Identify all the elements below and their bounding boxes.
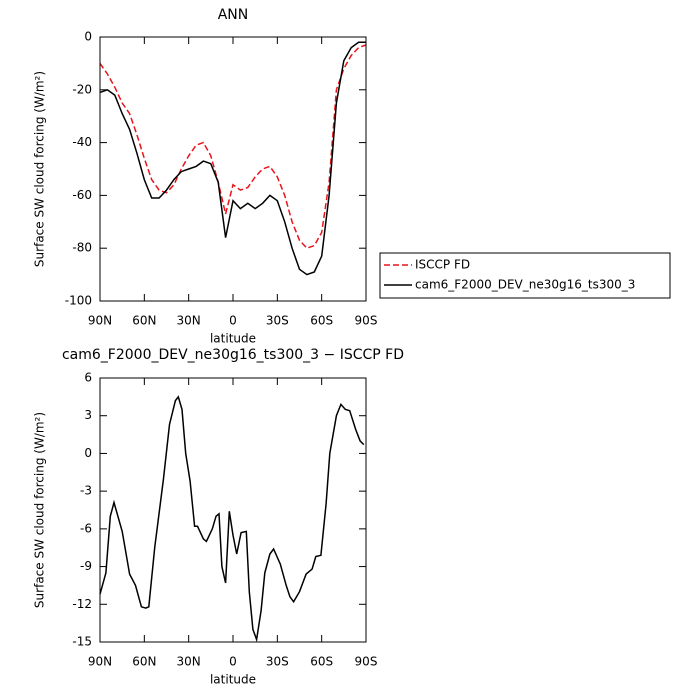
x-tick-label: 90N bbox=[88, 314, 112, 328]
x-tick-label: 90N bbox=[88, 655, 112, 669]
y-tick-label: -100 bbox=[65, 294, 92, 308]
x-tick-label: 60S bbox=[310, 314, 333, 328]
chart-title: cam6_F2000_DEV_ne30g16_ts300_3 − ISCCP F… bbox=[62, 347, 404, 363]
x-tick-label: 60N bbox=[132, 655, 156, 669]
data-line bbox=[99, 41, 366, 276]
x-tick-label: 90S bbox=[355, 314, 378, 328]
y-axis-label: Surface SW cloud forcing (W/m²) bbox=[33, 71, 47, 267]
y-tick-label: -60 bbox=[72, 188, 92, 202]
x-axis-label: latitude bbox=[210, 673, 256, 687]
x-tick-label: 30S bbox=[266, 655, 289, 669]
y-tick-label: 3 bbox=[84, 408, 92, 422]
y-tick-label: -15 bbox=[72, 635, 92, 649]
legend-label: ISCCP FD bbox=[415, 258, 470, 272]
x-tick-label: 90S bbox=[355, 655, 378, 669]
y-tick-label: -12 bbox=[72, 597, 92, 611]
x-axis-label: latitude bbox=[210, 332, 256, 346]
y-tick-label: -3 bbox=[80, 484, 92, 498]
y-tick-label: -80 bbox=[72, 241, 92, 255]
y-tick-label: -9 bbox=[80, 559, 92, 573]
y-tick-label: -6 bbox=[80, 521, 92, 535]
y-tick-label: -20 bbox=[72, 82, 92, 96]
chart-title: ANN bbox=[218, 7, 249, 23]
y-tick-label: -40 bbox=[72, 135, 92, 149]
x-tick-label: 0 bbox=[229, 314, 237, 328]
plot-frame bbox=[99, 377, 367, 643]
data-line bbox=[99, 395, 365, 643]
legend-box bbox=[379, 252, 671, 299]
plot-frame bbox=[99, 36, 367, 302]
x-tick-label: 0 bbox=[229, 655, 237, 669]
x-tick-label: 30S bbox=[266, 314, 289, 328]
x-tick-label: 60S bbox=[310, 655, 333, 669]
x-tick-label: 60N bbox=[132, 314, 156, 328]
x-tick-label: 30N bbox=[177, 314, 201, 328]
y-axis-label: Surface SW cloud forcing (W/m²) bbox=[33, 412, 47, 608]
x-tick-label: 30N bbox=[177, 655, 201, 669]
y-tick-label: 6 bbox=[84, 371, 92, 385]
y-tick-label: 0 bbox=[84, 30, 92, 44]
data-line bbox=[99, 44, 367, 250]
legend-label: cam6_F2000_DEV_ne30g16_ts300_3 bbox=[415, 278, 635, 292]
y-tick-label: 0 bbox=[84, 446, 92, 460]
